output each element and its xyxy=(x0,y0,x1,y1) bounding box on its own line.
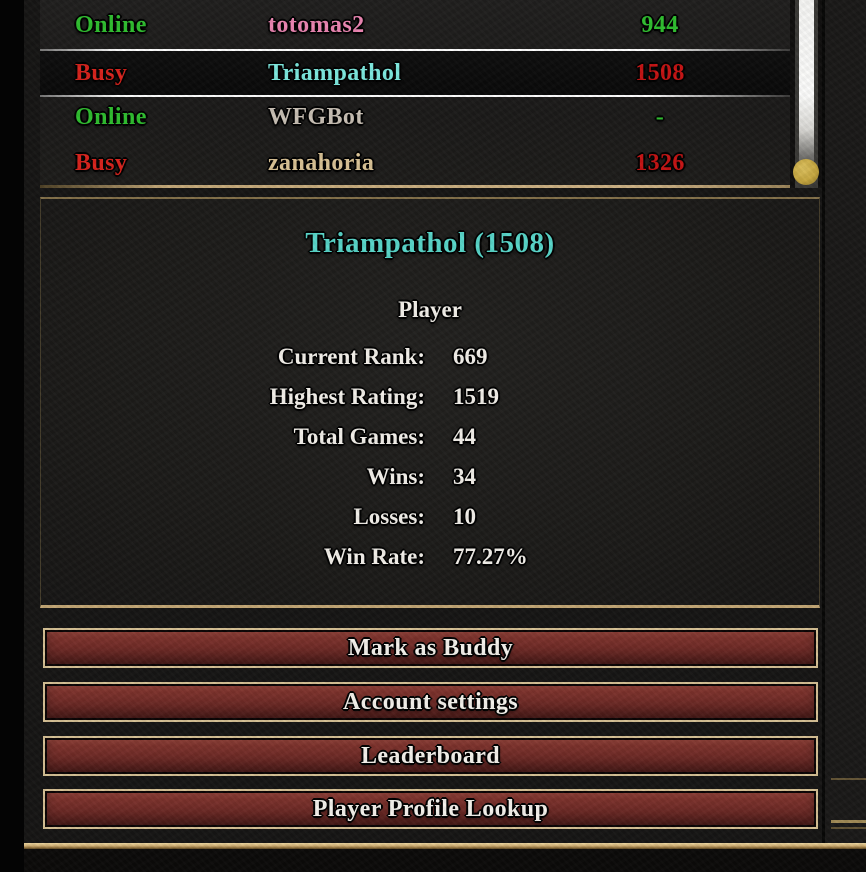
selection-highlight-bottom xyxy=(40,95,820,97)
button-label: Leaderboard xyxy=(360,743,501,769)
stat-value: 1519 xyxy=(453,384,499,409)
stat-row-current-rank: Current Rank: 669 xyxy=(41,337,819,377)
stat-row-wins: Wins: 34 xyxy=(41,457,819,497)
player-row[interactable]: Busy zanahoria 1326 xyxy=(40,141,820,185)
stat-row-highest-rating: Highest Rating: 1519 xyxy=(41,377,819,417)
stat-value: 77.27% xyxy=(453,544,528,569)
adjacent-panel-trim-line xyxy=(831,827,866,829)
profile-stats: Current Rank: 669 Highest Rating: 1519 T… xyxy=(41,337,819,577)
scrollbar-track-gradient xyxy=(799,0,814,172)
stat-value: 669 xyxy=(453,344,488,369)
player-rating: 944 xyxy=(641,12,679,38)
player-status: Busy xyxy=(75,60,128,86)
scrollbar-thumb-knob[interactable] xyxy=(793,159,819,185)
player-list: Online totomas2 944 Busy Triampathol 150… xyxy=(40,0,820,186)
stat-row-win-rate: Win Rate: 77.27% xyxy=(41,537,819,577)
button-label: Account settings xyxy=(342,689,519,715)
stat-value: 10 xyxy=(453,504,476,529)
bottom-margin xyxy=(24,849,866,872)
player-rating: - xyxy=(655,104,665,130)
player-row[interactable]: Online WFGBot - xyxy=(40,95,820,139)
profile-player-title: Triampathol (1508) xyxy=(305,227,555,259)
player-name: WFGBot xyxy=(268,104,364,130)
stat-label: Wins: xyxy=(366,464,425,489)
mark-as-buddy-button[interactable]: Mark as Buddy xyxy=(43,628,818,668)
stat-label: Total Games: xyxy=(293,424,425,449)
player-status: Online xyxy=(75,12,147,38)
stat-label: Highest Rating: xyxy=(269,384,425,409)
leaderboard-button[interactable]: Leaderboard xyxy=(43,736,818,776)
selection-highlight-top xyxy=(40,49,820,51)
button-label: Mark as Buddy xyxy=(347,635,514,661)
stat-value: 34 xyxy=(453,464,476,489)
profile-role-label: Player xyxy=(398,297,462,322)
button-label: Player Profile Lookup xyxy=(312,796,549,822)
player-profile-lookup-button[interactable]: Player Profile Lookup xyxy=(43,789,818,829)
stat-value: 44 xyxy=(453,424,476,449)
player-name: Triampathol xyxy=(268,60,402,86)
stat-label: Win Rate: xyxy=(323,544,425,569)
player-status: Online xyxy=(75,104,147,130)
account-settings-button[interactable]: Account settings xyxy=(43,682,818,722)
adjacent-panel-trim-line xyxy=(831,778,866,780)
player-profile-panel: Triampathol (1508) Player Current Rank: … xyxy=(40,197,820,608)
player-status: Busy xyxy=(75,150,128,176)
player-name: zanahoria xyxy=(268,150,375,176)
player-name: totomas2 xyxy=(268,12,365,38)
panel-right-divider xyxy=(822,0,825,843)
player-row[interactable]: Online totomas2 944 xyxy=(40,3,820,49)
bottom-gold-border xyxy=(24,843,866,849)
player-rating: 1326 xyxy=(635,150,685,176)
right-margin-texture xyxy=(825,0,866,843)
stat-row-total-games: Total Games: 44 xyxy=(41,417,819,457)
stat-label: Current Rank: xyxy=(277,344,425,369)
left-screen-edge xyxy=(0,0,24,872)
adjacent-panel-trim-line xyxy=(831,820,866,823)
stat-label: Losses: xyxy=(353,504,425,529)
list-panel-gold-border xyxy=(40,185,820,188)
player-rating: 1508 xyxy=(635,60,685,86)
player-row-selected[interactable]: Busy Triampathol 1508 xyxy=(40,49,820,97)
stat-row-losses: Losses: 10 xyxy=(41,497,819,537)
